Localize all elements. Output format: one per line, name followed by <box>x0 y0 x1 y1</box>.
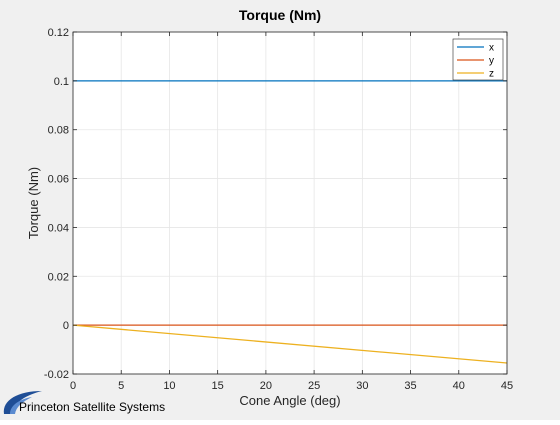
plot-area-border <box>72 31 508 375</box>
logo-text: Princeton Satellite Systems <box>19 400 165 414</box>
y-tick-label: 0.12 <box>48 27 69 39</box>
x-tick-label: 15 <box>212 380 224 392</box>
y-tick-label: 0 <box>63 320 69 332</box>
tick-layer: 0 5 10 15 20 25 30 35 40 45-0.0200.020.040.060.08… <box>44 27 513 392</box>
x-tick-label: 0 <box>70 380 76 392</box>
y-tick-label: 0.02 <box>48 271 69 283</box>
x-tick-label: 40 <box>453 380 465 392</box>
x-tick-label: 20 <box>260 380 272 392</box>
plot-area-background <box>73 32 507 374</box>
series-layer <box>72 80 508 364</box>
series-line-z <box>72 324 508 364</box>
x-axis-label: Cone Angle (deg) <box>239 393 340 408</box>
orbit-swoosh-inner-icon <box>10 397 32 414</box>
legend-label-x: x <box>489 43 494 54</box>
x-tick-label: 45 <box>501 380 513 392</box>
y-tick-label: 0.04 <box>48 222 69 234</box>
legend[interactable]: xyz <box>452 38 504 81</box>
y-tick-label: 0.1 <box>54 76 69 88</box>
x-tick-label: 35 <box>404 380 416 392</box>
legend-label-z: z <box>489 69 494 80</box>
y-tick-label: -0.02 <box>44 369 69 381</box>
x-tick-label: 25 <box>308 380 320 392</box>
legend-label-y: y <box>489 56 494 67</box>
y-axis-label: Torque (Nm) <box>26 167 41 239</box>
x-tick-label: 30 <box>356 380 368 392</box>
y-tick-label: 0.08 <box>48 125 69 137</box>
chart-title: Torque (Nm) <box>239 7 321 23</box>
company-logo: Princeton Satellite Systems <box>3 391 165 414</box>
x-tick-label: 5 <box>118 380 124 392</box>
y-tick-label: 0.06 <box>48 174 69 186</box>
x-tick-label: 10 <box>163 380 175 392</box>
